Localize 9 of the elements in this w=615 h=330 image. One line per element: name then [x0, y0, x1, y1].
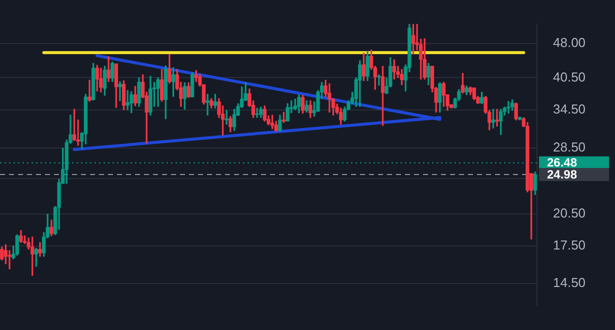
y-tick-label: 40.50 — [553, 69, 586, 84]
y-tick-label: 48.00 — [553, 35, 586, 50]
y-tick-label: 28.50 — [553, 140, 586, 155]
y-tick-label: 20.50 — [553, 206, 586, 221]
y-tick-label: 14.50 — [553, 275, 586, 290]
ref-line-label: 24.98 — [547, 167, 578, 182]
y-tick-label: 34.50 — [553, 101, 586, 116]
y-tick-label: 17.50 — [553, 237, 586, 252]
ref-line-label: 26.48 — [547, 156, 578, 170]
